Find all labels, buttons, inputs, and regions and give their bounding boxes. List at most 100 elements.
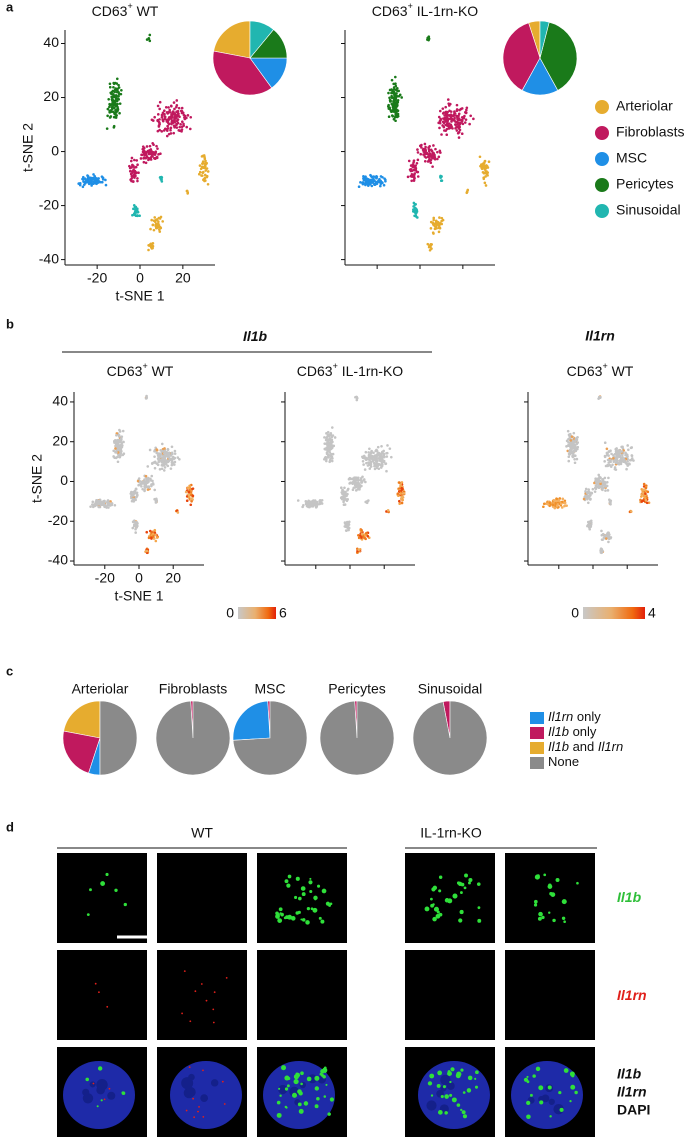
cell-dot (390, 91, 393, 95)
cell-dot (114, 451, 117, 454)
cell-dot (605, 484, 609, 488)
plot-title: CD63+ IL-1rn-KO (372, 1, 479, 18)
cell-dot (345, 529, 348, 532)
cell-dot (455, 103, 459, 107)
cell-dot (131, 213, 134, 217)
il1b-spot (541, 915, 545, 920)
cell-dot (170, 104, 173, 108)
cell-dot (153, 461, 157, 464)
cell-dot (594, 487, 598, 491)
cell-dot (376, 464, 379, 467)
cell-dot (169, 132, 173, 135)
cell-dot (155, 144, 158, 148)
cell-dot (395, 95, 398, 99)
cell-dot (149, 156, 153, 159)
cell-dot (331, 457, 334, 460)
cell-dot (618, 455, 621, 458)
cell-dot (364, 450, 368, 454)
il1rn-spot (185, 1109, 188, 1112)
cell-dot (428, 157, 431, 161)
cell-dot (416, 151, 420, 154)
il1b-spot (285, 1106, 288, 1109)
cell-dot (595, 485, 599, 488)
il1b-spot (432, 916, 437, 922)
title-rest: WT (148, 363, 174, 379)
cell-dot (114, 108, 118, 112)
cell-dot (410, 179, 413, 183)
cell-dot (130, 494, 134, 497)
cell-dot (440, 179, 443, 182)
cell-dot (151, 246, 154, 250)
cell-dot (144, 474, 148, 478)
nucleus-spot (307, 1074, 317, 1084)
cell-dot (132, 207, 135, 211)
cell-dot (301, 505, 304, 509)
cell-dot (582, 497, 586, 501)
cell-dot (458, 108, 461, 112)
cell-dot (447, 117, 451, 121)
cell-dot (312, 502, 315, 506)
cell-dot (109, 500, 112, 503)
il1b-spot (456, 1103, 461, 1107)
cell-dot (355, 398, 359, 402)
il1b-spot (300, 918, 303, 921)
cell-dot (189, 503, 193, 507)
cell-dot (570, 444, 574, 448)
cell-dot (111, 110, 115, 114)
il1rn-spot (189, 1020, 192, 1023)
cell-dot (460, 132, 464, 136)
cell-dot (187, 493, 191, 497)
cell-dot (377, 467, 381, 471)
cell-dot (449, 110, 453, 113)
cell-dot (128, 169, 132, 173)
il1b-spot (563, 1068, 569, 1073)
cell-dot (182, 122, 185, 126)
cell-dot (388, 447, 392, 450)
cell-dot (155, 218, 158, 221)
cell-dot (606, 489, 610, 492)
y-tick-label: 20 (43, 88, 59, 104)
il1rn-spot (202, 1115, 205, 1118)
il1b-spot (314, 1075, 320, 1081)
cell-dot (363, 456, 366, 460)
cell-dot (375, 175, 379, 179)
cell-dot (630, 446, 634, 449)
cell-dot (363, 534, 367, 537)
cell-dot (198, 170, 202, 174)
cell-dot (611, 463, 614, 467)
title-sup: + (408, 1, 413, 11)
il1b-spot (276, 1112, 282, 1118)
cell-dot (150, 243, 153, 247)
cell-dot (105, 505, 109, 509)
cell-dot (181, 111, 185, 115)
il1b-spot (301, 918, 306, 922)
cell-dot (481, 162, 485, 165)
cell-dot (390, 78, 394, 82)
cell-dot (117, 453, 121, 457)
cell-dot (643, 496, 647, 499)
cell-dot (413, 214, 416, 218)
cell-dot (571, 454, 574, 458)
cell-dot (598, 479, 602, 483)
cell-dot (151, 532, 155, 536)
cell-dot (368, 467, 372, 470)
panel-label: a (6, 0, 14, 14)
cell-dot (439, 118, 443, 122)
cell-dot (106, 114, 109, 118)
cell-dot (416, 148, 419, 151)
il1b-spot (277, 918, 283, 923)
cell-dot (572, 440, 575, 444)
cell-dot (586, 520, 590, 524)
title-main: CD63 (567, 363, 603, 379)
cell-dot (116, 460, 120, 464)
nucleus-spot (96, 1079, 108, 1091)
cell-dot (357, 533, 360, 537)
cell-dot (445, 127, 449, 131)
nucleus-spot (541, 1094, 550, 1103)
y-tick-label: 0 (51, 142, 59, 158)
cell-dot (145, 485, 148, 488)
cell-dot (386, 444, 389, 447)
cell-dot (570, 435, 574, 438)
cell-dot (381, 181, 384, 185)
cell-dot (574, 439, 578, 442)
